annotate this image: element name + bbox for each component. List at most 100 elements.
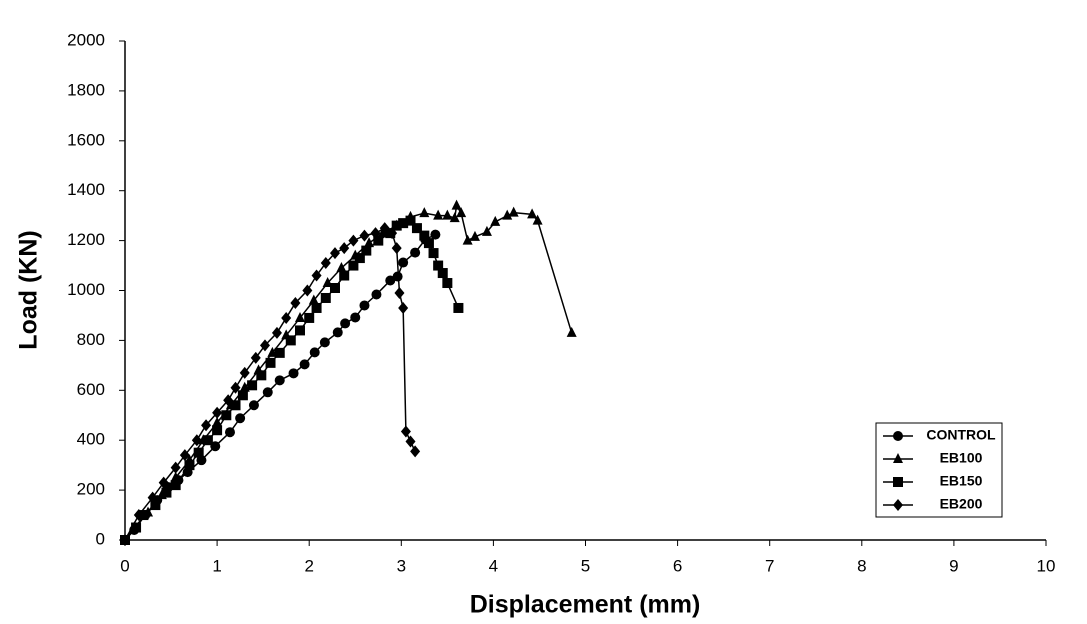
marker xyxy=(247,380,258,391)
marker xyxy=(359,300,370,311)
marker xyxy=(566,326,577,337)
marker xyxy=(340,318,351,329)
y-tick-label: 800 xyxy=(77,330,105,349)
marker xyxy=(224,427,235,438)
x-tick-label: 1 xyxy=(212,556,221,575)
marker xyxy=(437,268,448,279)
y-tick-label: 2000 xyxy=(67,30,105,49)
marker xyxy=(392,271,403,282)
marker xyxy=(309,347,320,358)
marker xyxy=(212,425,223,436)
marker xyxy=(532,214,543,225)
marker xyxy=(120,534,130,546)
marker xyxy=(230,381,241,394)
marker xyxy=(423,238,434,249)
legend-label: EB100 xyxy=(940,450,983,466)
marker xyxy=(350,312,361,323)
marker xyxy=(379,222,390,235)
marker xyxy=(150,500,161,511)
marker xyxy=(364,237,375,248)
marker xyxy=(201,419,212,432)
marker xyxy=(308,294,319,305)
marker xyxy=(348,234,359,247)
x-axis-title: Displacement (mm) xyxy=(470,591,701,619)
x-tick-label: 3 xyxy=(397,556,406,575)
series-line xyxy=(124,219,460,541)
marker xyxy=(451,199,462,210)
marker xyxy=(332,327,343,338)
marker xyxy=(223,394,234,407)
marker xyxy=(170,471,181,482)
marker xyxy=(250,351,261,364)
marker xyxy=(131,522,142,533)
marker xyxy=(361,245,372,256)
marker xyxy=(304,312,315,323)
marker xyxy=(453,302,464,313)
marker xyxy=(371,289,382,300)
marker xyxy=(339,242,350,255)
marker xyxy=(469,230,480,241)
marker xyxy=(288,368,299,379)
marker xyxy=(329,247,340,260)
marker xyxy=(230,400,241,411)
marker xyxy=(387,227,398,240)
legend-label: EB200 xyxy=(940,496,983,512)
marker xyxy=(462,234,473,245)
x-tick-label: 9 xyxy=(949,556,958,575)
marker xyxy=(398,257,409,268)
marker xyxy=(290,296,301,309)
marker xyxy=(428,248,439,259)
marker xyxy=(354,253,365,264)
marker xyxy=(294,311,305,322)
marker xyxy=(281,311,292,324)
x-tick-label: 4 xyxy=(489,556,498,575)
marker xyxy=(294,325,305,336)
marker xyxy=(237,390,248,401)
marker xyxy=(265,357,276,368)
marker xyxy=(449,212,460,223)
marker xyxy=(433,260,444,271)
marker xyxy=(410,247,421,258)
marker xyxy=(391,242,402,255)
y-axis-title: Load (KN) xyxy=(15,230,43,349)
marker xyxy=(527,208,538,219)
y-tick-label: 1000 xyxy=(67,280,105,299)
marker xyxy=(320,292,331,303)
marker xyxy=(456,207,467,218)
marker xyxy=(274,347,285,358)
y-tick-label: 600 xyxy=(77,380,105,399)
marker xyxy=(405,215,416,226)
marker xyxy=(405,435,416,448)
marker xyxy=(370,227,381,240)
marker xyxy=(329,283,340,294)
marker xyxy=(398,301,409,314)
marker xyxy=(170,480,181,491)
marker xyxy=(320,257,331,270)
marker xyxy=(385,275,396,286)
marker xyxy=(299,359,310,370)
marker xyxy=(442,209,453,220)
marker xyxy=(359,229,370,242)
marker xyxy=(411,223,422,234)
marker xyxy=(193,447,204,458)
marker xyxy=(239,366,250,379)
marker xyxy=(262,387,273,398)
marker xyxy=(893,499,903,511)
marker xyxy=(221,410,232,421)
y-tick-label: 0 xyxy=(96,529,105,548)
marker xyxy=(158,476,169,489)
marker xyxy=(433,209,444,220)
marker xyxy=(336,262,347,273)
marker xyxy=(274,375,285,386)
y-tick-label: 1400 xyxy=(67,180,105,199)
x-tick-label: 0 xyxy=(120,556,129,575)
x-tick-label: 7 xyxy=(765,556,774,575)
legend-label: EB150 xyxy=(940,473,983,489)
y-tick-label: 1200 xyxy=(67,230,105,249)
x-tick-label: 8 xyxy=(857,556,866,575)
x-tick-label: 6 xyxy=(673,556,682,575)
marker xyxy=(348,260,359,271)
series-line xyxy=(124,203,573,541)
